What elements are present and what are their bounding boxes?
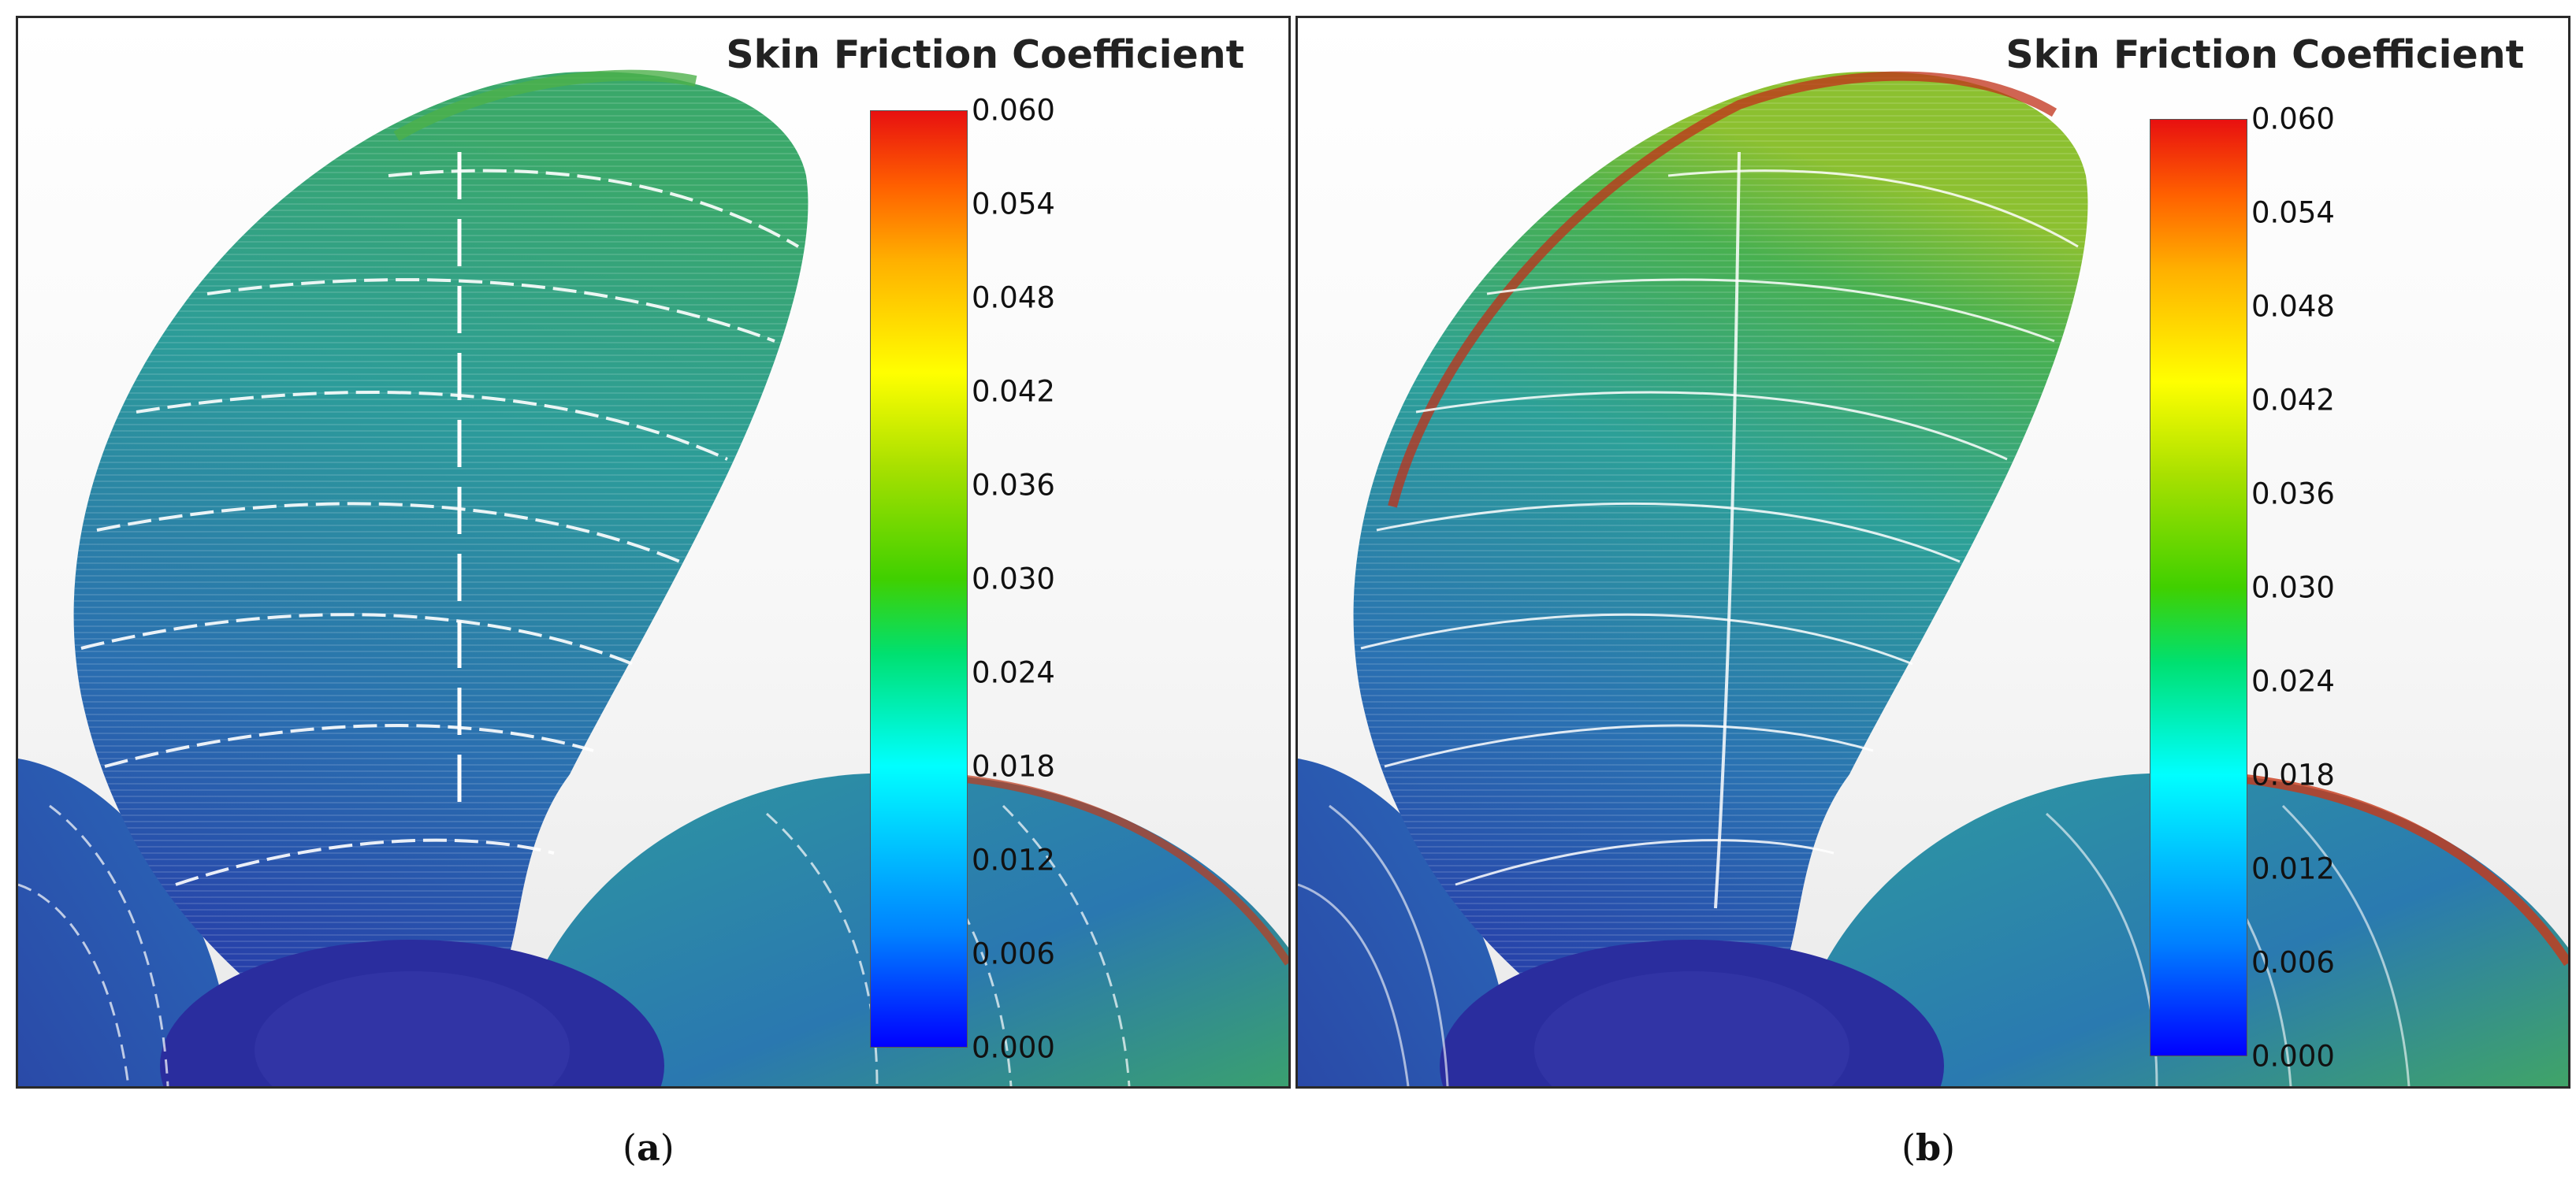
propeller-render-b [1298,71,2568,1086]
colorbar-tick: 0.042 [972,374,1055,409]
colorbar-tick: 0.006 [972,937,1055,971]
colorbar-tick: 0.036 [972,468,1055,503]
colorbar-tick: 0.042 [2251,383,2335,417]
colorbar-title: Skin Friction Coefficient [726,32,1244,77]
colorbar-tick: 0.006 [2251,945,2335,980]
colorbar-tick: 0.060 [2251,102,2335,136]
colorbar [2150,119,2247,1056]
colorbar-tick: 0.012 [972,843,1055,877]
blade-left-a [18,759,223,1086]
caption-letter: a [636,1126,660,1169]
colorbar-tick: 0.030 [2251,570,2335,605]
colorbar-tick: 0.048 [2251,289,2335,324]
colorbar-tick: 0.012 [2251,852,2335,886]
caption-letter: b [1915,1126,1942,1169]
colorbar-ticks: 0.060 0.054 0.048 0.042 0.036 0.030 0.02… [972,96,1121,1063]
blade-left-b [1298,759,1503,1086]
colorbar-tick: 0.054 [972,187,1055,221]
colorbar-tick: 0.000 [972,1030,1055,1065]
colorbar-title: Skin Friction Coefficient [2005,32,2524,77]
colorbar-tick: 0.000 [2251,1039,2335,1074]
colorbar-tick: 0.048 [972,280,1055,315]
caption-b: (b) [1901,1126,1956,1169]
panel-a: Skin Friction Coefficient 0.060 0.054 0.… [16,16,1291,1089]
colorbar-tick: 0.018 [2251,758,2335,792]
panel-b: Skin Friction Coefficient 0.060 0.054 0.… [1295,16,2570,1089]
colorbar-tick: 0.030 [972,562,1055,596]
colorbar-tick: 0.024 [972,655,1055,690]
propeller-render-a [18,69,1288,1086]
colorbar-tick: 0.054 [2251,195,2335,230]
colorbar-tick: 0.018 [972,749,1055,784]
colorbar-tick: 0.024 [2251,664,2335,699]
colorbar [870,110,968,1048]
colorbar-tick: 0.036 [2251,477,2335,511]
colorbar-ticks: 0.060 0.054 0.048 0.042 0.036 0.030 0.02… [2251,105,2401,1071]
colorbar-tick: 0.060 [972,93,1055,128]
caption-a: (a) [623,1126,675,1169]
